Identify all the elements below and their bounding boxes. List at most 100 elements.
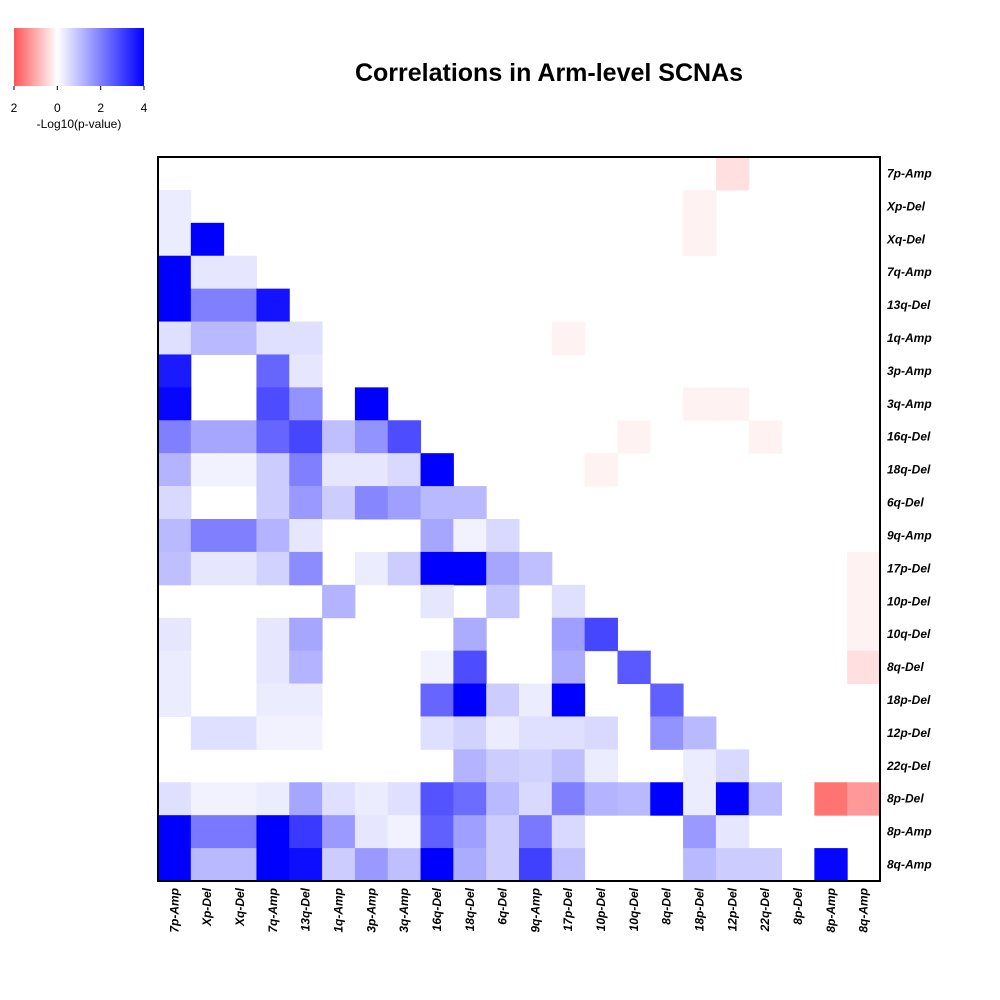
heatmap-cell [256,354,290,388]
heatmap-cell [683,716,717,750]
heatmap-cell [617,782,651,816]
heatmap-cell [190,848,225,882]
heatmap-cell [551,848,586,882]
heatmap-cell [223,716,257,750]
heatmap-cell [551,584,586,619]
heatmap-cell [650,716,684,750]
column-label: 7q-Amp [266,888,280,933]
heatmap-cell [519,683,553,717]
heatmap-cell [158,288,192,323]
row-label: Xq-Del [886,232,926,246]
heatmap-cell [256,519,290,553]
column-label: 18p-Del [693,887,707,931]
heatmap-cell [289,716,323,750]
heatmap-cell [453,519,487,553]
heatmap-cell [158,255,192,290]
heatmap-cell [420,650,454,685]
heatmap-cell [190,815,225,849]
heatmap-cell [453,650,487,685]
heatmap-cell [814,848,848,882]
heatmap-cell [387,848,422,882]
heatmap-cell [387,486,422,520]
heatmap-cell [322,815,356,849]
heatmap-cell [158,354,192,388]
heatmap-cell [158,519,192,553]
heatmap-cell [289,848,323,882]
heatmap-cell [847,617,881,652]
heatmap-cell [223,321,257,355]
heatmap-cell [551,321,586,355]
heatmap-cell [289,519,323,553]
row-label: Xp-Del [886,199,926,213]
heatmap-cell [748,848,783,882]
column-label: Xq-Del [233,887,247,927]
row-labels: 7p-Amp Xp-Del Xq-Del 7q-Amp 13q-Del 1q-Amp 3p-… [886,167,932,872]
heatmap-cell [453,848,487,882]
row-label: 18p-Del [887,693,931,707]
column-label: 8p-Amp [824,888,838,933]
heatmap-cell [847,782,881,816]
heatmap-cell [158,683,192,717]
column-label: 10p-Del [594,887,608,931]
column-label: 6q-Del [496,887,510,924]
heatmap-cell [322,453,356,487]
heatmap-cell [289,617,323,652]
heatmap-cell [715,387,750,421]
heatmap-cell [158,782,192,816]
heatmap-cell [420,584,454,619]
color-legend: 2 0 2 4 -Log10(p-value) [11,28,148,131]
heatmap-cell [420,815,454,849]
column-label: 9q-Amp [528,888,542,933]
row-label: 13q-Del [887,298,931,312]
heatmap-cell [354,387,389,421]
heatmap-cell [584,716,618,750]
row-label: 10p-Del [887,594,931,608]
heatmap-cell [387,551,422,586]
column-label: Xp-Del [200,887,214,927]
heatmap-cell [223,782,257,816]
heatmap-cell [617,650,651,685]
heatmap-cell [223,420,257,454]
heatmap-cell [190,255,225,290]
heatmap-cell [420,782,454,816]
heatmap-cell [453,486,487,520]
heatmap-cell [289,486,323,520]
heatmap-cell [289,453,323,487]
heatmap-cell [486,815,520,849]
legend-tick-label: 2 [11,101,18,115]
heatmap-cell [683,749,717,783]
heatmap-cell [584,782,618,816]
row-label: 22q-Del [886,759,931,773]
heatmap-cell [256,848,290,882]
heatmap-cell [519,749,553,783]
legend-label: -Log10(p-value) [37,117,122,131]
heatmap-cell [289,782,323,816]
heatmap-cell [519,716,553,750]
heatmap-cell [650,782,684,816]
row-label: 16q-Del [887,430,931,444]
row-label: 17p-Del [887,561,931,575]
column-labels: 7p-Amp Xp-Del Xq-Del 7q-Amp 13q-Del 1q-Amp 3p-… [167,887,870,932]
heatmap-cell [322,420,356,454]
column-label: 3q-Amp [397,888,411,933]
heatmap-cell [256,420,290,454]
column-label: 1q-Amp [332,888,346,933]
heatmap-cell [486,584,520,619]
heatmap-cell [354,453,389,487]
heatmap-cell [158,387,192,421]
heatmap-cell [584,453,618,487]
heatmap-cell [256,815,290,849]
heatmap-cell [158,650,192,685]
heatmap-cell [289,815,323,849]
heatmap-cell [486,716,520,750]
heatmap-cell [322,584,356,619]
legend-tick-label: 4 [141,101,148,115]
heatmap-cell [354,815,389,849]
column-label: 8q-Amp [857,888,871,933]
heatmap-cell [453,716,487,750]
heatmap-cell [223,848,257,882]
heatmap-cell [486,683,520,717]
heatmap-cell [814,782,848,816]
heatmap-cell [683,222,717,257]
